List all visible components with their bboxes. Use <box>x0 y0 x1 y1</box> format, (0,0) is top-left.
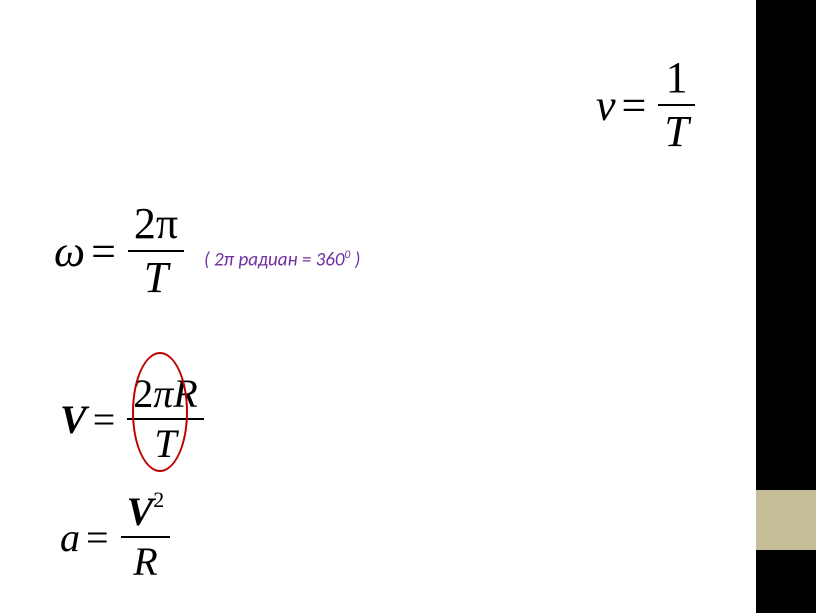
symbol-nu: ν <box>596 80 616 131</box>
numerator-1: 1 <box>660 54 694 102</box>
fraction-2pi-over-T: 2π T <box>128 200 184 303</box>
denominator-T: T <box>138 254 174 302</box>
slide-content: ν = 1 T ω = 2π T ( 2π радиан = 3600 ) V … <box>36 0 676 613</box>
symbol-V: V <box>60 396 87 443</box>
equals-sign: = <box>86 514 109 561</box>
note-prefix: ( 2π радиан = 360 <box>204 248 345 271</box>
fraction-bar <box>658 104 694 106</box>
numerator-2piR: 2πR <box>127 372 203 416</box>
symbol-a: a <box>60 514 80 561</box>
numerator-V-squared: V2 <box>121 490 171 534</box>
side-stripe <box>756 490 816 550</box>
note-suffix: ) <box>350 248 360 271</box>
fraction-bar <box>127 418 203 420</box>
fraction-2piR-over-T: 2πR T <box>127 372 203 466</box>
formula-angular-velocity: ω = 2π T <box>54 200 184 303</box>
equals-sign: = <box>93 396 116 443</box>
symbol-omega: ω <box>54 226 85 277</box>
equals-sign: = <box>91 226 116 277</box>
fraction-bar <box>121 536 171 538</box>
fraction-V2-over-R: V2 R <box>121 490 171 584</box>
equals-sign: = <box>622 80 647 131</box>
numerator-2pi: 2π <box>128 200 184 248</box>
formula-linear-velocity: V = 2πR T <box>60 372 204 466</box>
denominator-T: T <box>658 108 694 156</box>
formula-centripetal-acceleration: a = V2 R <box>60 490 170 584</box>
formula-frequency: ν = 1 T <box>596 54 695 157</box>
radian-note: ( 2π радиан = 3600 ) <box>204 248 360 271</box>
denominator-R: R <box>127 540 163 584</box>
denominator-T: T <box>148 422 182 466</box>
fraction-1-over-T: 1 T <box>658 54 694 157</box>
fraction-bar <box>128 250 184 252</box>
